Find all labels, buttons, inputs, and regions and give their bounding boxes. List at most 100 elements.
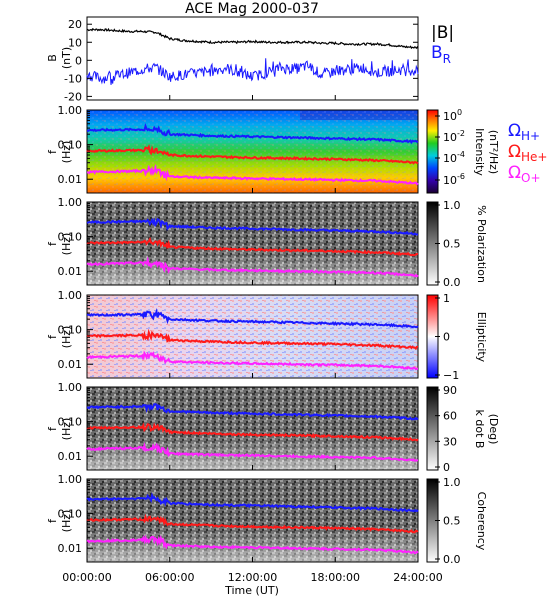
time-axis-label: Time (UT) [224, 584, 279, 597]
colorbar-ticklabel: 0 [443, 331, 450, 344]
gyro-label-h-sym: Ω [508, 121, 521, 141]
gyro-o-line [86, 534, 419, 555]
colorbar-ticklabel: 0.0 [443, 276, 461, 289]
panel-kdotb-yunit: (Hz) [60, 418, 73, 441]
panel-kdotb-ylabel: f [46, 426, 59, 431]
panel-ellipticity: 1.00 0.10 0.01 f (Hz) Ellipticity 1 0 −1 [46, 289, 488, 382]
panel-polarization-ylabel: f [46, 241, 59, 246]
colorbar-kdotb-label: k dot B [473, 410, 486, 449]
colorbar-ticklabel: 1 [443, 292, 450, 305]
panel-ellipticity-yunit: (Hz) [60, 326, 73, 349]
gyro-label-he-sub: He+ [521, 150, 547, 164]
colorbar-kdotb-unit: (Deg) [487, 414, 500, 445]
colorbar-ticklabel: −1 [443, 369, 459, 382]
gyro-h-line [86, 403, 419, 421]
time-tick-label: 18:00:00 [311, 571, 360, 584]
colorbar-ellipticity-label: Ellipticity [475, 312, 488, 363]
colorbar-ticklabel: 1.0 [443, 199, 461, 212]
colorbar-coherency-ticks: 1.0 0.5 0.0 [435, 476, 461, 566]
panel-coherency-yticks: 1.00 0.10 0.01 [58, 473, 93, 555]
freq-tick-label: 1.00 [58, 473, 83, 486]
colorbar-ticklabel: 0.0 [443, 553, 461, 566]
legend-br: BR [431, 43, 451, 66]
freq-tick-label: 0.01 [58, 450, 83, 463]
chart-title: ACE Mag 2000-037 [185, 1, 319, 17]
panel-field-ylabel: B [46, 54, 59, 62]
gyro-label-o: ΩO+ [508, 163, 541, 185]
colorbar-ticklabel: 30 [443, 435, 457, 448]
colorbar-intensity-unit: (nT²/Hz) [487, 130, 500, 174]
series-b-magnitude-line [86, 27, 419, 50]
gyro-h-line [86, 217, 419, 236]
panel-intensity: 1.00 0.10 0.01 f (Hz) Intensity (nT²/Hz) 1… [46, 104, 547, 194]
field-ytick-label: 20 [68, 18, 82, 31]
gyro-o-line [87, 163, 419, 186]
gyro-h-line [86, 492, 419, 513]
panel-polarization-yticks: 1.00 0.10 0.01 [58, 196, 93, 278]
gyro-h-line [86, 307, 419, 329]
panel-field-frame [86, 16, 419, 101]
colorbar-polarization-ticks: 1.0 0.5 0.0 [435, 199, 461, 289]
panel-polarization-yunit: (Hz) [60, 233, 73, 256]
panel-coherency-ylabel: f [46, 518, 59, 523]
legend-br-main: B [431, 43, 443, 63]
freq-tick-label: 0.01 [58, 542, 83, 555]
colorbar-intensity-ticklabel: 10-6 [443, 172, 465, 187]
freq-tick-label: 1.00 [58, 196, 83, 209]
panel-ellipticity-ylabel: f [46, 334, 59, 339]
time-tick-label: 24:00:00 [393, 571, 442, 584]
panel-field-yunit: (nT) [60, 47, 73, 69]
colorbar-polarization-label: % Polarization [475, 205, 488, 283]
colorbar-ticklabel: 0.5 [443, 238, 461, 251]
colorbar-ellipticity-ticks: 1 0 −1 [435, 292, 459, 382]
series-br-line [86, 58, 419, 85]
field-ytick-label: 0 [75, 54, 82, 67]
gyro-label-he: ΩHe+ [508, 142, 547, 164]
legend-b-magnitude: |B| [431, 23, 454, 43]
colorbar-kdotb [426, 386, 439, 471]
gyro-label-h: ΩH+ [508, 121, 540, 143]
field-ytick-label: 10 [68, 36, 82, 49]
legend-br-sub: R [443, 52, 451, 66]
time-tick-label: 00:00:00 [62, 571, 111, 584]
gyro-label-h-sub: H+ [521, 129, 540, 143]
panel-ellipticity-gyro-lines [86, 307, 419, 371]
colorbar-intensity [426, 109, 439, 194]
panel-polarization-gyro-lines [86, 217, 419, 278]
colorbar-ticklabel: 90 [443, 384, 457, 397]
panel-ellipticity-yticks: 1.00 0.10 0.01 [58, 289, 93, 371]
gyro-o-line [86, 441, 418, 462]
freq-tick-label: 0.01 [58, 265, 83, 278]
colorbar-intensity-label: Intensity [473, 128, 486, 176]
panel-intensity-yunit: (Hz) [60, 141, 73, 164]
panel-intensity-yticks: 1.00 0.10 0.01 [58, 104, 93, 186]
panel-intensity-gyro-lines [86, 122, 419, 186]
freq-tick-label: 1.00 [58, 289, 83, 302]
gyro-o-line [86, 256, 419, 278]
gyro-he-line [86, 513, 419, 534]
gyro-label-o-sub: O+ [521, 171, 541, 185]
freq-tick-label: 0.01 [58, 173, 83, 186]
colorbar-ticklabel: 1.0 [443, 476, 461, 489]
panel-intensity-ylabel: f [46, 149, 59, 154]
colorbar-intensity-ticklabel: 10-2 [443, 129, 465, 144]
panel-kdotb-yticks: 1.00 0.10 0.01 [58, 381, 93, 463]
freq-tick-label: 1.00 [58, 381, 83, 394]
colorbar-intensity-ticklabel: 100 [443, 108, 462, 123]
colorbar-intensity-exponent: -6 [457, 172, 465, 181]
gyro-h-line [86, 122, 419, 145]
freq-tick-label: 0.10 [58, 231, 83, 244]
colorbar-ticklabel: 0 [443, 461, 450, 474]
gyro-he-line [86, 144, 419, 165]
panel-polarization: 1.00 0.10 0.01 f (Hz) % Polarization 1.0 0.… [46, 196, 488, 289]
colorbar-coherency-label: Coherency [475, 492, 488, 551]
gyro-o-line [86, 350, 419, 371]
gyro-he-line [86, 328, 419, 351]
freq-tick-label: 0.10 [58, 416, 83, 429]
colorbar-intensity-exponent: -4 [457, 150, 465, 159]
field-ytick-label: -10 [64, 72, 82, 85]
colorbar-intensity-exponent: 0 [457, 108, 462, 117]
gyro-label-o-sym: Ω [508, 163, 521, 183]
panel-field-yticks: 20 10 0 -10 -20 [64, 18, 418, 103]
